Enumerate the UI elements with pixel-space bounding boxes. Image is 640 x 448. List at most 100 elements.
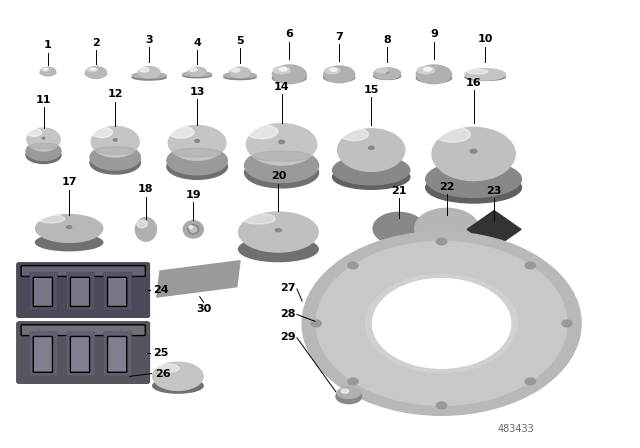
Ellipse shape [195, 139, 200, 142]
FancyBboxPatch shape [67, 332, 95, 376]
Ellipse shape [562, 320, 572, 327]
Ellipse shape [157, 364, 179, 372]
Ellipse shape [91, 126, 140, 157]
Ellipse shape [239, 212, 318, 252]
Ellipse shape [417, 67, 435, 73]
FancyBboxPatch shape [21, 266, 145, 276]
Ellipse shape [95, 146, 135, 154]
Ellipse shape [369, 146, 374, 149]
Ellipse shape [279, 140, 284, 144]
Ellipse shape [27, 128, 60, 151]
Ellipse shape [436, 402, 447, 409]
Ellipse shape [324, 67, 340, 74]
Ellipse shape [372, 279, 511, 368]
Ellipse shape [338, 129, 405, 171]
Ellipse shape [465, 69, 506, 80]
Ellipse shape [188, 67, 206, 76]
Ellipse shape [373, 212, 424, 245]
Ellipse shape [340, 128, 369, 141]
Ellipse shape [27, 129, 42, 136]
Ellipse shape [386, 71, 388, 73]
Ellipse shape [42, 68, 49, 71]
Ellipse shape [341, 389, 349, 393]
Ellipse shape [137, 220, 147, 228]
Ellipse shape [348, 378, 358, 385]
Ellipse shape [336, 389, 362, 404]
Text: 6: 6 [285, 29, 293, 39]
Ellipse shape [140, 68, 149, 72]
Ellipse shape [42, 137, 45, 139]
FancyBboxPatch shape [33, 277, 52, 306]
Text: 21: 21 [391, 186, 406, 196]
Ellipse shape [113, 139, 117, 141]
Text: 25: 25 [154, 348, 169, 358]
Text: 14: 14 [274, 82, 289, 92]
Ellipse shape [417, 73, 452, 83]
FancyBboxPatch shape [108, 336, 127, 372]
Ellipse shape [91, 68, 95, 70]
Ellipse shape [132, 73, 166, 78]
Ellipse shape [426, 161, 522, 198]
Ellipse shape [436, 238, 447, 245]
Ellipse shape [525, 378, 536, 385]
Ellipse shape [415, 208, 479, 249]
Text: 18: 18 [138, 185, 154, 194]
Ellipse shape [86, 72, 106, 77]
Ellipse shape [132, 74, 166, 80]
Text: 9: 9 [430, 29, 438, 39]
FancyBboxPatch shape [104, 332, 132, 376]
Ellipse shape [432, 127, 515, 181]
Ellipse shape [424, 68, 431, 71]
Ellipse shape [26, 142, 61, 160]
Ellipse shape [90, 145, 140, 170]
Text: 4: 4 [193, 38, 201, 47]
Ellipse shape [279, 68, 287, 71]
Ellipse shape [183, 72, 211, 76]
Text: 10: 10 [477, 34, 493, 44]
Ellipse shape [376, 68, 388, 73]
Ellipse shape [467, 69, 488, 74]
Ellipse shape [168, 125, 226, 160]
Text: 28: 28 [280, 309, 296, 319]
Ellipse shape [36, 215, 102, 242]
Text: 26: 26 [155, 369, 170, 379]
Ellipse shape [435, 126, 470, 142]
Ellipse shape [302, 232, 581, 415]
Text: 17: 17 [61, 177, 77, 187]
Ellipse shape [91, 127, 113, 138]
Ellipse shape [426, 172, 522, 203]
Ellipse shape [38, 215, 65, 223]
FancyBboxPatch shape [21, 325, 145, 336]
Ellipse shape [190, 226, 196, 233]
Ellipse shape [87, 68, 97, 72]
Ellipse shape [167, 154, 227, 179]
Ellipse shape [183, 73, 211, 78]
Text: 3: 3 [145, 34, 153, 45]
FancyBboxPatch shape [17, 263, 150, 318]
Ellipse shape [86, 67, 106, 78]
Ellipse shape [224, 73, 256, 78]
Ellipse shape [189, 226, 193, 228]
Ellipse shape [36, 234, 102, 251]
Ellipse shape [40, 71, 56, 74]
Ellipse shape [26, 146, 61, 164]
Text: 19: 19 [186, 190, 201, 200]
Text: 22: 22 [439, 182, 454, 192]
Ellipse shape [230, 67, 250, 78]
Ellipse shape [273, 67, 290, 73]
Ellipse shape [90, 151, 140, 174]
Ellipse shape [337, 387, 360, 399]
Ellipse shape [168, 126, 194, 138]
Ellipse shape [275, 228, 282, 232]
Ellipse shape [333, 155, 410, 185]
Ellipse shape [167, 146, 227, 175]
Ellipse shape [188, 224, 198, 234]
Text: 1: 1 [44, 40, 52, 51]
Ellipse shape [311, 320, 321, 327]
Ellipse shape [273, 73, 306, 83]
Text: 23: 23 [486, 186, 502, 196]
Ellipse shape [30, 143, 57, 149]
Text: 16: 16 [466, 78, 481, 88]
Ellipse shape [67, 226, 72, 228]
Ellipse shape [348, 262, 358, 269]
